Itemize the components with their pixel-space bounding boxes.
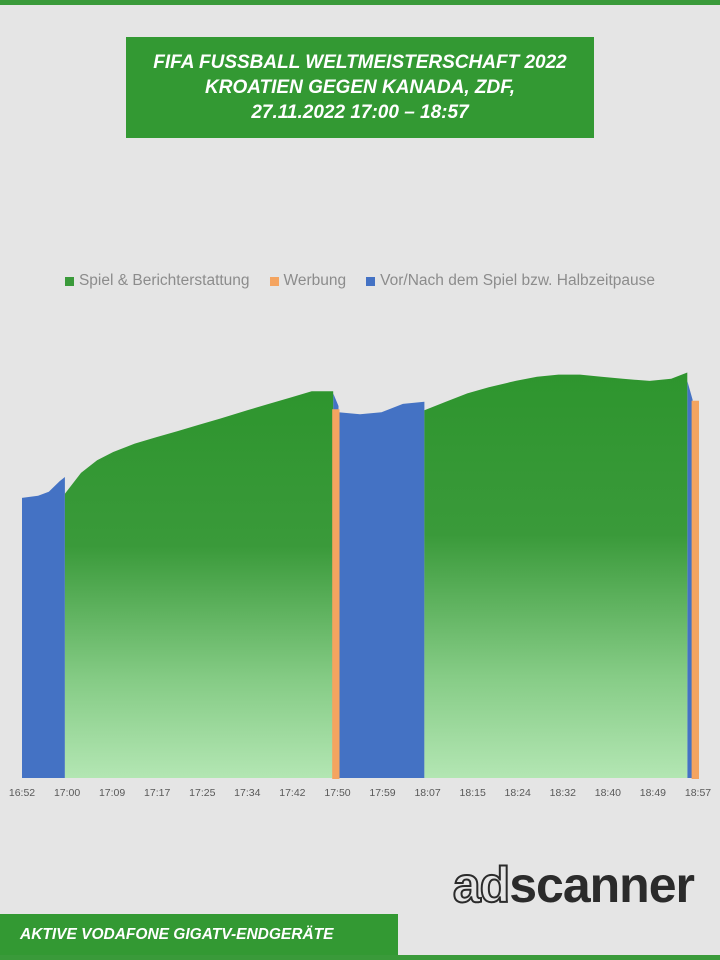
x-tick-label: 17:50: [324, 787, 350, 799]
area-segment-vor-nach-dem-spiel-bzw-halbzeitpause-3: [338, 401, 425, 778]
x-tick-label: 18:40: [595, 787, 621, 799]
x-tick-label: 17:00: [54, 787, 80, 799]
area-chart: 16:52 17:00 17:09 17:17 17:25 17:34 17:42 17:50…: [9, 372, 711, 799]
legend-swatch-game: [64, 276, 74, 286]
chart-legend: Spiel & Berichterstattung Werbung Vor/Na…: [0, 272, 720, 290]
footer-label: AKTIVE VODAFONE GIGATV-ENDGERÄTE: [20, 925, 334, 943]
x-tick-label: 17:25: [189, 787, 215, 799]
legend-label-game: Spiel & Berichterstattung: [78, 272, 250, 289]
x-tick-label: 18:15: [460, 787, 486, 799]
top-accent-bar: [0, 0, 720, 5]
title-line-3: 27.11.2022 17:00 – 18:57: [251, 102, 469, 123]
x-axis-ticks: 16:52 17:00 17:09 17:17 17:25 17:34 17:42 17:50…: [9, 787, 711, 799]
x-tick-label: 18:07: [414, 787, 440, 799]
x-tick-label: 16:52: [9, 787, 35, 799]
title-line-2: KROATIEN GEGEN KANADA, ZDF,: [205, 77, 515, 98]
footer-label-box: AKTIVE VODAFONE GIGATV-ENDGERÄTE: [0, 914, 398, 955]
area-segment-werbung-1: [332, 409, 340, 779]
chart-title-box: FIFA FUSSBALL WELTMEISTERSCHAFT 2022 KRO…: [126, 37, 594, 138]
legend-label-ads: Werbung: [283, 272, 347, 289]
x-tick-label: 17:59: [369, 787, 395, 799]
area-segment-spiel-berichterstattung-1: [64, 391, 334, 778]
legend-item-ads: Werbung: [269, 272, 347, 290]
legend-swatch-ads: [269, 276, 279, 286]
legend-swatch-break: [366, 276, 376, 286]
x-tick-label: 17:17: [144, 787, 170, 799]
area-segment-werbung-2: [691, 400, 699, 779]
title-line-1: FIFA FUSSBALL WELTMEISTERSCHAFT 2022: [153, 52, 567, 73]
adscanner-logo: adscanner: [452, 856, 695, 914]
legend-label-break: Vor/Nach dem Spiel bzw. Halbzeitpause: [380, 272, 656, 289]
logo-part-scanner: scanner: [509, 857, 695, 913]
area-segment-vor-nach-dem-spiel-bzw-halbzeitpause-1: [22, 477, 65, 778]
area-segment-spiel-berichterstattung-2: [424, 372, 688, 778]
logo-part-ad: ad: [452, 856, 511, 914]
x-tick-label: 18:32: [550, 787, 576, 799]
legend-item-break: Vor/Nach dem Spiel bzw. Halbzeitpause: [366, 272, 655, 290]
bottom-accent-bar: [0, 955, 720, 960]
chart-area-layer: [22, 372, 699, 779]
x-tick-label: 18:49: [640, 787, 666, 799]
x-tick-label: 17:42: [279, 787, 305, 799]
x-tick-label: 18:24: [505, 787, 531, 799]
area-segment-vor-nach-dem-spiel-bzw-halbzeitpause-4: [687, 380, 693, 778]
x-tick-label: 18:57: [685, 787, 711, 799]
legend-item-game: Spiel & Berichterstattung: [64, 272, 250, 290]
x-tick-label: 17:34: [234, 787, 260, 799]
x-tick-label: 17:09: [99, 787, 125, 799]
